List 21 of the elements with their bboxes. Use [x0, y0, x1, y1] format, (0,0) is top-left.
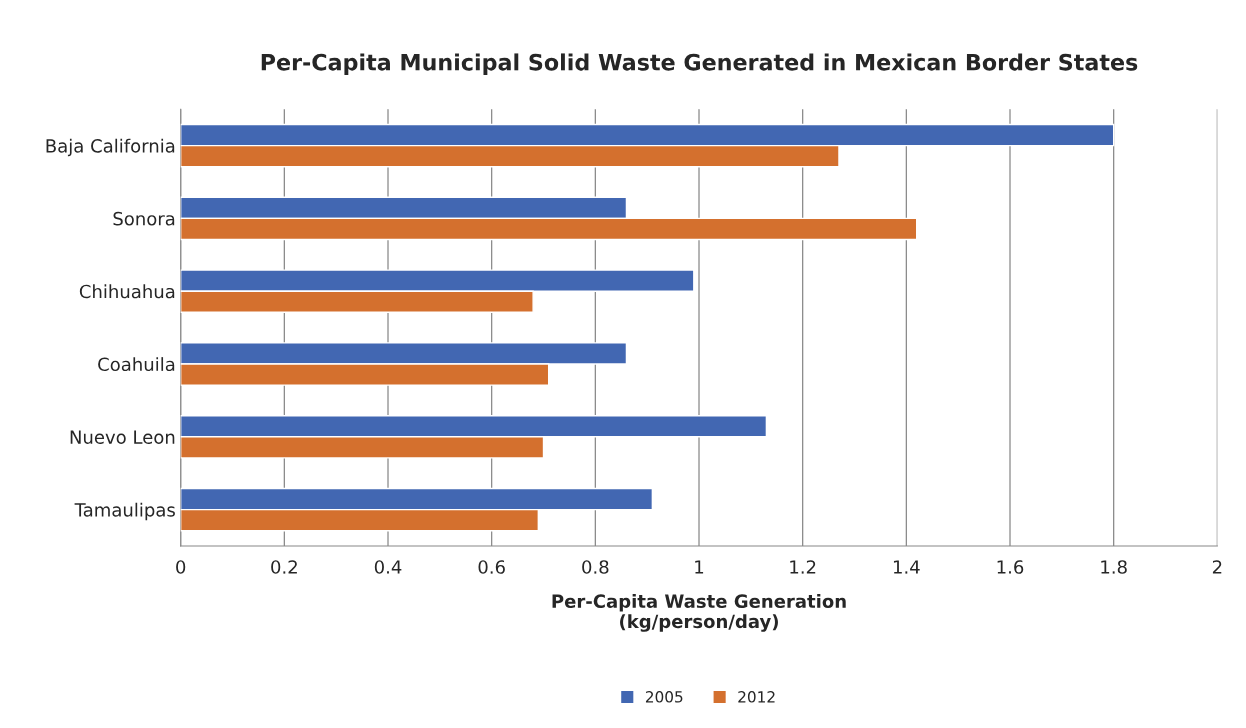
y-tick-label: Baja California [46, 138, 175, 157]
x-axis-title: Per-Capita Waste Generation (kg/person/day) [552, 594, 846, 632]
x-tick-label: 1.8 [1101, 560, 1127, 574]
x-tick-label: 1.4 [893, 560, 920, 574]
x-tick-label: 2 [1212, 560, 1222, 574]
y-tick-label: Nuevo Leon [70, 430, 175, 444]
chart-title: Per-Capita Municipal Solid Waste Generated in Mexican Border States [261, 53, 1138, 75]
x-tick-label: 0.4 [374, 560, 402, 574]
x-tick-label: 0.2 [271, 560, 297, 574]
y-tick-label: Chihuahua [79, 284, 175, 299]
x-tick-label: 0.8 [582, 560, 609, 574]
x-tick-label: 1 [695, 560, 704, 574]
y-tick-label: Coahuila [98, 357, 175, 372]
y-tick-label: Sonora [113, 211, 175, 226]
y-tick-label: Tamaulipas [74, 502, 175, 521]
legend-label: 2012 [738, 691, 775, 703]
legend-label: 2005 [645, 691, 683, 703]
x-tick-label: 0.6 [478, 560, 505, 574]
x-tick-label: 0 [176, 560, 186, 574]
x-tick-label: 1.6 [997, 560, 1024, 574]
x-tick-label: 1.2 [790, 560, 816, 574]
